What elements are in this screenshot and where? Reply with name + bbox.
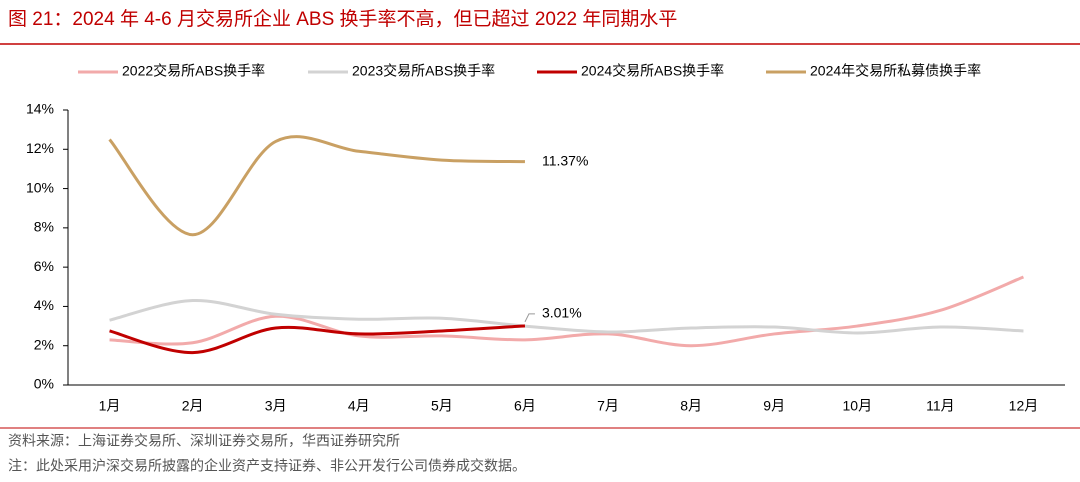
y-tick-label: 6% bbox=[34, 258, 54, 274]
x-tick-label: 5月 bbox=[431, 398, 453, 414]
x-tick-label: 6月 bbox=[514, 398, 536, 414]
y-tick-label: 12% bbox=[26, 140, 54, 156]
series-line bbox=[109, 324, 526, 355]
y-tick-label: 14% bbox=[26, 101, 54, 117]
label-leader bbox=[524, 313, 535, 323]
legend-label: 2024年交易所私募债换手率 bbox=[810, 63, 981, 79]
x-tick-label: 4月 bbox=[348, 398, 370, 414]
source: 资料来源：上海证券交易所、深圳证券交易所，华西证券研究所 bbox=[8, 433, 400, 449]
chart-title: 图 21：2024 年 4-6 月交易所企业 ABS 换手率不高，但已超过 20… bbox=[8, 8, 677, 30]
x-tick-label: 10月 bbox=[843, 398, 873, 414]
x-tick-label: 3月 bbox=[265, 398, 287, 414]
legend-label: 2022交易所ABS换手率 bbox=[122, 63, 265, 79]
note: 注：此处采用沪深交易所披露的企业资产支持证券、非公开发行公司债券成交数据。 bbox=[8, 458, 526, 474]
series-line bbox=[109, 299, 1024, 335]
x-tick-label: 12月 bbox=[1009, 398, 1039, 414]
series-line bbox=[108, 135, 525, 237]
x-tick-label: 8月 bbox=[680, 398, 702, 414]
series-line bbox=[109, 275, 1025, 348]
x-tick-label: 2月 bbox=[182, 398, 204, 414]
y-tick-label: 4% bbox=[34, 297, 54, 313]
data-label: 3.01% bbox=[542, 305, 582, 321]
y-tick-label: 0% bbox=[34, 376, 54, 392]
x-tick-label: 9月 bbox=[763, 398, 785, 414]
x-tick-label: 11月 bbox=[926, 398, 955, 414]
legend-label: 2024交易所ABS换手率 bbox=[581, 63, 724, 79]
y-tick-label: 10% bbox=[26, 179, 54, 195]
y-tick-label: 8% bbox=[34, 219, 54, 235]
y-tick-label: 2% bbox=[34, 336, 54, 352]
data-label: 11.37% bbox=[542, 152, 588, 168]
legend-label: 2023交易所ABS换手率 bbox=[352, 63, 495, 79]
x-tick-label: 7月 bbox=[597, 398, 619, 414]
x-tick-label: 1月 bbox=[99, 398, 121, 414]
